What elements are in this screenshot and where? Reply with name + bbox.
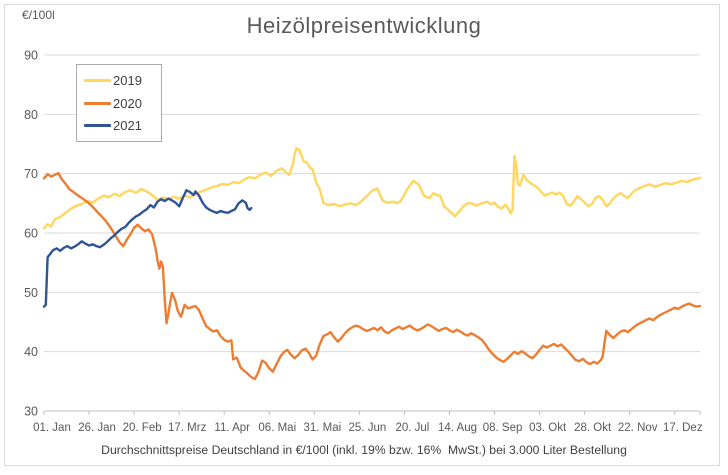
legend-swatch-2020 — [84, 101, 111, 105]
x-tick-label: 06. Mai — [258, 422, 296, 434]
legend-swatch-2021 — [84, 124, 111, 128]
legend-item-2019: 2019 — [84, 73, 161, 88]
y-tick-label: 30 — [24, 405, 38, 419]
y-tick-label: 70 — [24, 167, 38, 181]
legend-label: 2020 — [113, 95, 142, 111]
footer-note: Durchschnittspreise Deutschland in €/100… — [101, 443, 627, 457]
series-line-2020 — [42, 171, 702, 381]
x-tick-label: 17. Dez — [663, 422, 703, 434]
x-tick-label: 03. Okt — [529, 422, 567, 434]
x-tick-label: 22. Nov — [618, 422, 658, 434]
y-tick-label: 80 — [24, 108, 38, 122]
legend-item-2020: 2020 — [84, 96, 161, 111]
legend-label: 2021 — [113, 118, 142, 134]
x-tick-label: 01. Jan — [33, 422, 71, 434]
x-tick-label: 17. Mrz — [168, 422, 207, 434]
series-line-2019 — [42, 146, 702, 230]
legend-label: 2019 — [113, 72, 142, 88]
x-tick-label: 25. Jun — [349, 422, 387, 434]
chart-title: Heizölpreisentwicklung — [246, 13, 482, 38]
legend: 2019 2020 2021 — [76, 64, 162, 142]
x-tick-label: 31. Mai — [303, 422, 341, 434]
y-tick-label: 40 — [24, 345, 38, 359]
y-tick-label: 90 — [24, 49, 38, 63]
x-tick-label: 20. Jul — [395, 422, 429, 434]
x-tick-label: 14. Aug — [438, 422, 477, 434]
y-tick-label: 60 — [24, 227, 38, 241]
legend-swatch-2019 — [84, 78, 111, 82]
x-tick-label: 08. Sep — [483, 422, 523, 434]
legend-item-2021: 2021 — [84, 118, 161, 133]
series-line-2021 — [42, 189, 253, 308]
x-tick-label: 26. Jan — [78, 422, 116, 434]
x-tick-label: 11. Apr — [214, 422, 250, 434]
y-axis-unit-label: €/100l — [22, 8, 55, 22]
x-tick-label: 28. Okt — [574, 422, 612, 434]
x-tick-label: 20. Feb — [123, 422, 162, 434]
y-tick-label: 50 — [24, 286, 38, 300]
